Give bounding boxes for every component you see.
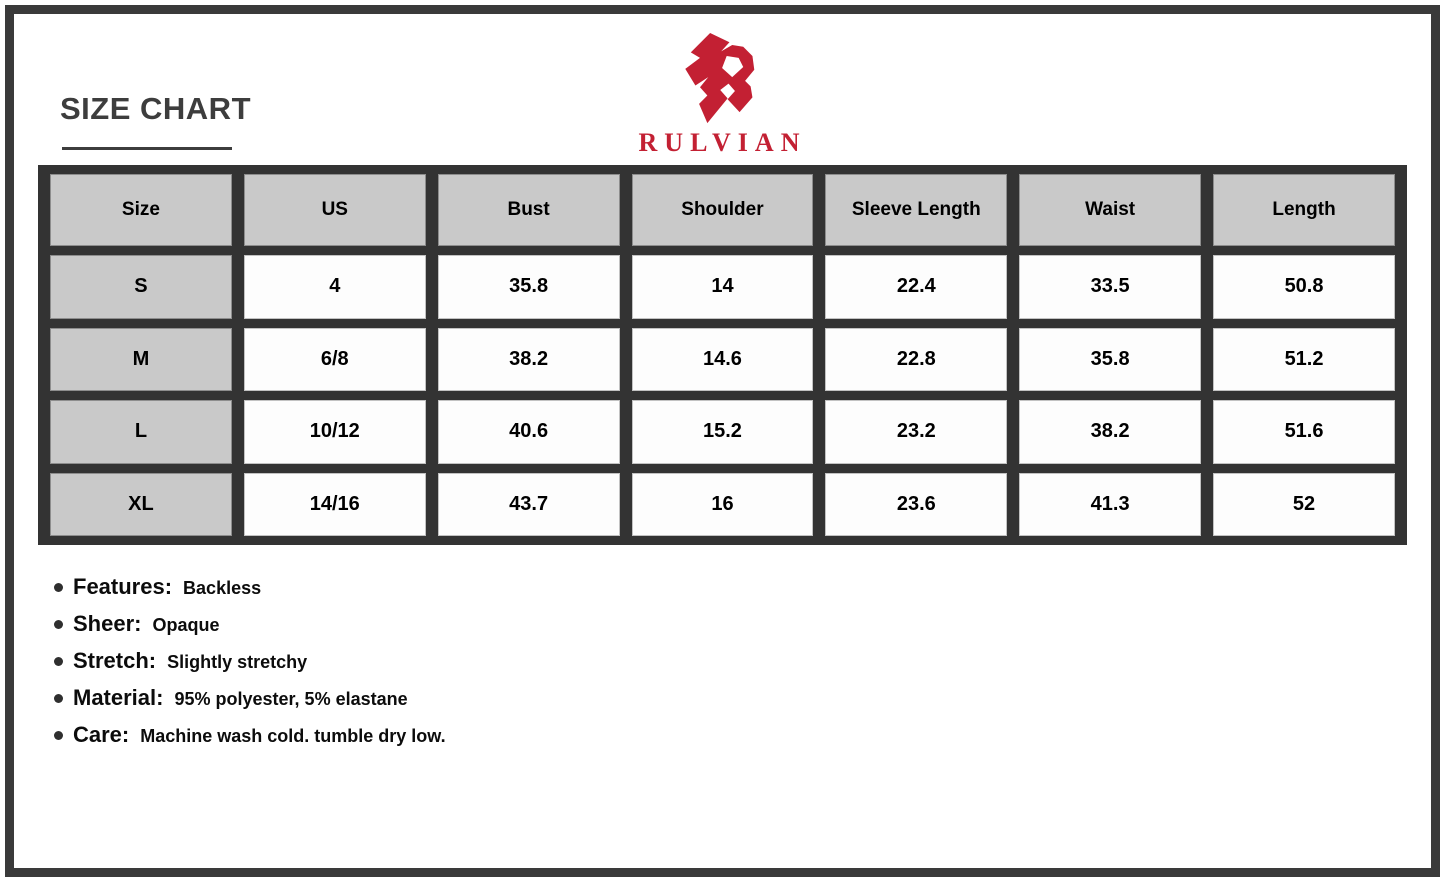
cell-m-us: 6/8: [243, 327, 426, 391]
cell-size-m: M: [50, 327, 232, 391]
detail-value: Opaque: [152, 615, 220, 635]
product-details-list: Features: Backless Sheer: Opaque Stretch…: [54, 574, 446, 759]
table-row-m: M 6/8 38.2 14.6 22.8 35.8 51.2: [50, 327, 1395, 391]
detail-value: Slightly stretchy: [167, 652, 308, 672]
cell-xl-bust: 43.7: [437, 472, 620, 536]
cell-size-s: S: [50, 255, 232, 319]
table-row-s: S 4 35.8 14 22.4 33.5 50.8: [50, 255, 1395, 319]
detail-value: Machine wash cold. tumble dry low.: [140, 726, 446, 746]
cell-s-us: 4: [243, 255, 426, 319]
brand-logo: RULVIAN: [0, 33, 1445, 158]
detail-value: 95% polyester, 5% elastane: [174, 689, 408, 709]
page-title: SIZE CHART: [60, 91, 251, 126]
bullet-icon: [54, 656, 63, 666]
header-us: US: [243, 174, 426, 246]
cell-s-bust: 35.8: [437, 255, 620, 319]
cell-xl-sleeve-length: 23.6: [825, 472, 1008, 536]
detail-label: Sheer:: [73, 611, 142, 636]
cell-size-xl: XL: [50, 472, 232, 536]
brand-name: RULVIAN: [638, 128, 807, 157]
table-row-l: L 10/12 40.6 15.2 23.2 38.2 51.6: [50, 400, 1395, 464]
header-waist: Waist: [1019, 174, 1202, 246]
cell-s-length: 50.8: [1213, 255, 1395, 319]
detail-label: Care:: [73, 722, 130, 747]
list-item-material: Material: 95% polyester, 5% elastane: [54, 685, 446, 711]
cell-xl-waist: 41.3: [1019, 472, 1202, 536]
header-shoulder: Shoulder: [631, 174, 814, 246]
cell-l-length: 51.6: [1213, 400, 1395, 464]
bullet-icon: [54, 730, 63, 740]
cell-s-waist: 33.5: [1019, 255, 1202, 319]
detail-label: Stretch:: [73, 648, 157, 673]
cell-l-shoulder: 15.2: [631, 400, 814, 464]
bullet-icon: [54, 582, 63, 592]
size-chart-table: Size US Bust Shoulder Sleeve Length Wais…: [38, 165, 1407, 545]
detail-label: Features:: [73, 574, 173, 599]
bullet-icon: [54, 693, 63, 703]
rulvian-r-monogram-icon: [684, 33, 754, 124]
header-bust: Bust: [437, 174, 620, 246]
cell-s-sleeve-length: 22.4: [825, 255, 1008, 319]
cell-m-shoulder: 14.6: [631, 327, 814, 391]
cell-size-l: L: [50, 400, 232, 464]
size-chart-table-container: Size US Bust Shoulder Sleeve Length Wais…: [38, 165, 1407, 545]
cell-m-sleeve-length: 22.8: [825, 327, 1008, 391]
cell-s-shoulder: 14: [631, 255, 814, 319]
header-length: Length: [1213, 174, 1395, 246]
header-sleeve-length: Sleeve Length: [825, 174, 1008, 246]
cell-m-waist: 35.8: [1019, 327, 1202, 391]
detail-value: Backless: [183, 578, 262, 598]
detail-label: Material:: [73, 685, 164, 710]
list-item-features: Features: Backless: [54, 574, 446, 600]
cell-xl-shoulder: 16: [631, 472, 814, 536]
cell-l-bust: 40.6: [437, 400, 620, 464]
cell-m-bust: 38.2: [437, 327, 620, 391]
cell-l-sleeve-length: 23.2: [825, 400, 1008, 464]
table-row-xl: XL 14/16 43.7 16 23.6 41.3 52: [50, 472, 1395, 536]
cell-l-waist: 38.2: [1019, 400, 1202, 464]
list-item-care: Care: Machine wash cold. tumble dry low.: [54, 722, 446, 748]
cell-xl-length: 52: [1213, 472, 1395, 536]
table-body: S 4 35.8 14 22.4 33.5 50.8 M 6/8 38.2 14…: [50, 255, 1395, 536]
bullet-icon: [54, 619, 63, 629]
cell-l-us: 10/12: [243, 400, 426, 464]
title-underline: [62, 147, 232, 150]
list-item-stretch: Stretch: Slightly stretchy: [54, 648, 446, 674]
table-header: Size US Bust Shoulder Sleeve Length Wais…: [50, 174, 1395, 246]
cell-xl-us: 14/16: [243, 472, 426, 536]
cell-m-length: 51.2: [1213, 327, 1395, 391]
header-size: Size: [50, 174, 232, 246]
table-header-row: Size US Bust Shoulder Sleeve Length Wais…: [50, 174, 1395, 246]
list-item-sheer: Sheer: Opaque: [54, 611, 446, 637]
